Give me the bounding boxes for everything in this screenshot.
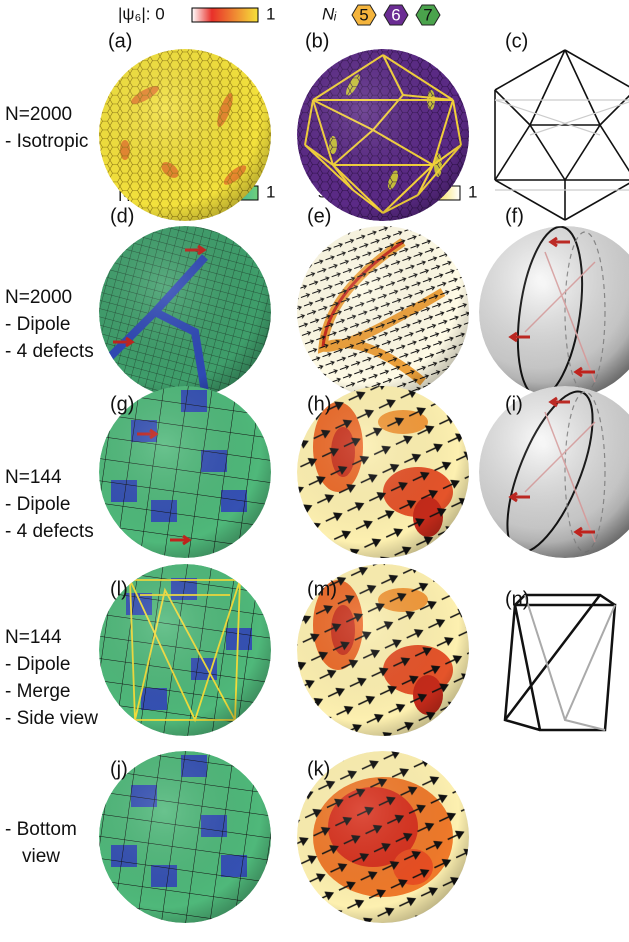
panel: (g) [69, 356, 301, 588]
panel: (i) [479, 381, 629, 563]
panel: (a) [99, 30, 271, 221]
panel-label: (d) [110, 205, 134, 227]
row-label: - 4 defects [5, 341, 94, 362]
panel-label: (k) [307, 758, 330, 780]
panel: (n) [505, 588, 615, 730]
panel-label: (a) [108, 30, 132, 52]
row-label: - Side view [5, 708, 98, 729]
row-label: - Dipole [5, 654, 70, 675]
icosahedron-edge [600, 125, 629, 180]
row-label: - Bottom [5, 819, 77, 840]
panel-label: (e) [307, 205, 331, 227]
row-label: - Dipole [5, 494, 70, 515]
legend-entry: 7 [423, 5, 432, 24]
panel-label: (b) [305, 30, 329, 52]
colorbar-max: 1 [468, 182, 477, 201]
icosahedron-edge [495, 125, 530, 180]
figure: |ψ₆|: 0 1 Nᵢ 5 6 7 |ψ₄|: 0 1 s: 0.3 1 (a… [0, 0, 629, 942]
colorbar-max: 1 [266, 4, 275, 23]
panel: (b) [297, 30, 469, 221]
row-label: N=2000 [5, 104, 72, 125]
panel: (c) [495, 30, 629, 220]
panel-label: (i) [505, 393, 523, 415]
row-label: - 4 defects [5, 521, 94, 542]
colorbar-label: |ψ₆|: 0 [118, 4, 165, 23]
panel: (l) [69, 534, 301, 766]
legend-entry: 5 [359, 5, 368, 24]
panel-label: (m) [307, 578, 337, 600]
panels: (a) (b) (c) (d) (e) (f) (g) (h) (i) (l) (m) (n) (j) (… [5, 30, 629, 942]
row-label: - Merge [5, 681, 70, 702]
sphere-shading [297, 49, 469, 221]
panel: (d) [99, 205, 271, 398]
panel: (k) [277, 731, 489, 942]
legend-entry: 6 [391, 5, 400, 24]
panel: (j) [69, 721, 301, 942]
panel: (f) [479, 205, 629, 401]
icosahedron-edge [565, 180, 629, 220]
row-label: N=2000 [5, 287, 72, 308]
sphere-shading [99, 226, 271, 398]
row-label: - Dipole [5, 314, 70, 335]
panel-label: (n) [505, 588, 529, 610]
sphere-shading [297, 226, 469, 398]
icosahedron-edge [495, 90, 530, 125]
row-label: N=144 [5, 627, 62, 648]
panel: (h) [277, 366, 489, 578]
row-label: - Isotropic [5, 131, 88, 152]
sphere-shading [479, 226, 629, 398]
panel-label: (h) [307, 393, 331, 415]
panel: (e) [297, 205, 469, 398]
panel-label: (f) [505, 205, 524, 227]
panel-label: (c) [505, 30, 528, 52]
row-label: view [22, 846, 60, 867]
icosahedron-edge [495, 50, 565, 90]
panel-label: (g) [110, 393, 134, 415]
prism-back [525, 595, 615, 730]
sphere-shading [99, 49, 271, 221]
row-label: N=144 [5, 467, 62, 488]
colorbar-max: 1 [266, 182, 275, 201]
prism-edges [505, 595, 615, 730]
legend-label: Nᵢ [322, 4, 337, 23]
panel-label: (l) [110, 578, 128, 600]
panel: (m) [277, 544, 489, 756]
colorbar [192, 8, 258, 22]
icosahedron-edge [600, 90, 629, 125]
panel-label: (j) [110, 758, 128, 780]
sphere-shading [479, 386, 629, 558]
icosahedron-back [530, 100, 629, 135]
